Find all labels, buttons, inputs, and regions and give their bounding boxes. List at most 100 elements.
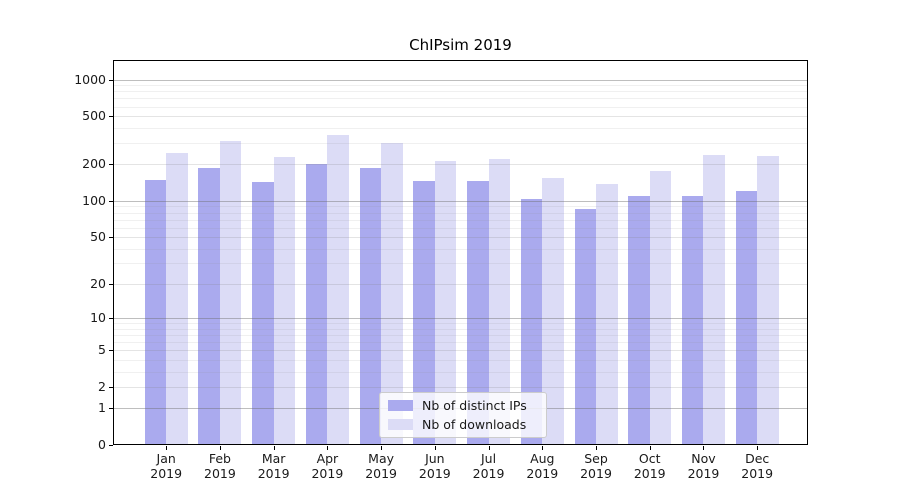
x-tick-label: Dec 2019 [741, 451, 774, 481]
bar-distinct-ips [413, 181, 435, 445]
y-tick-mark [109, 79, 113, 81]
x-tick-mark [542, 446, 544, 450]
y-tick-label: 200 [82, 156, 106, 172]
y-tick-mark [109, 237, 113, 239]
bar-downloads [542, 177, 564, 445]
minor-gridline [113, 143, 808, 145]
x-tick-mark [327, 446, 329, 450]
x-tick-label: Nov 2019 [687, 451, 720, 481]
x-tick-mark [434, 446, 436, 450]
minor-gridline [113, 342, 808, 344]
legend-swatch-downloads [388, 419, 413, 430]
y-tick-label: 20 [90, 275, 106, 291]
legend-item-downloads: Nb of downloads [380, 417, 546, 432]
bar-distinct-ips [681, 195, 704, 445]
x-tick-mark [381, 446, 383, 450]
minor-gridline [113, 248, 808, 250]
gridline-200 [113, 164, 808, 166]
legend-swatch-distinct-ips [388, 400, 413, 411]
y-tick-mark [109, 318, 113, 320]
bar-downloads [381, 143, 403, 445]
y-tick-label: 2 [98, 378, 106, 394]
bar-distinct-ips [144, 179, 167, 445]
bar-distinct-ips [198, 167, 220, 445]
x-tick-mark [649, 446, 651, 450]
minor-gridline [113, 328, 808, 330]
x-tick-mark [219, 446, 221, 450]
y-tick-label: 1000 [74, 71, 106, 87]
x-tick-label: May 2019 [365, 451, 397, 481]
minor-gridline [113, 227, 808, 229]
y-tick-label: 500 [82, 108, 106, 124]
x-tick-mark [273, 446, 275, 450]
minor-gridline [113, 206, 808, 208]
y-tick-mark [109, 445, 113, 446]
x-tick-mark [596, 446, 598, 450]
y-tick-mark [109, 350, 113, 352]
minor-gridline [113, 359, 808, 361]
minor-gridline [113, 371, 808, 373]
legend-label-downloads: Nb of downloads [422, 417, 527, 432]
minor-gridline [113, 335, 808, 336]
x-tick-label: Feb 2019 [204, 451, 236, 481]
bar-downloads [273, 157, 296, 445]
x-tick-label: Jun 2019 [418, 451, 451, 481]
legend-item-distinct-ips: Nb of distinct IPs [380, 398, 546, 413]
minor-gridline [113, 127, 808, 129]
legend-label-distinct-ips: Nb of distinct IPs [422, 398, 527, 413]
bar-downloads [219, 141, 242, 445]
minor-gridline [113, 212, 808, 214]
bar-downloads [166, 152, 188, 445]
minor-gridline [113, 85, 808, 87]
y-tick-mark [109, 386, 113, 388]
y-tick-mark [109, 200, 113, 202]
y-tick-label: 100 [82, 192, 106, 208]
minor-gridline [113, 263, 808, 265]
plot-area [113, 60, 808, 445]
y-tick-label: 50 [90, 229, 106, 245]
y-tick-mark [109, 164, 113, 166]
bar-downloads [703, 154, 725, 445]
x-tick-mark [703, 446, 705, 450]
bar-distinct-ips [628, 195, 650, 445]
x-tick-label: Jul 2019 [472, 451, 505, 481]
x-tick-mark [166, 446, 168, 450]
x-tick-label: Mar 2019 [257, 451, 290, 481]
y-tick-label: 10 [90, 310, 106, 326]
bar-distinct-ips [467, 181, 489, 445]
y-tick-label: 0 [98, 437, 106, 452]
x-tick-label: Jan 2019 [150, 451, 183, 481]
bar-distinct-ips [359, 167, 382, 445]
bar-downloads [434, 160, 457, 445]
x-tick-label: Aug 2019 [526, 451, 559, 481]
gridline-1000 [113, 79, 808, 81]
bar-downloads [649, 171, 672, 445]
minor-gridline [113, 91, 808, 93]
x-tick-label: Oct 2019 [633, 451, 666, 481]
y-tick-label: 1 [98, 400, 106, 416]
gridline-2 [113, 386, 808, 388]
gridline-50 [113, 237, 808, 239]
minor-gridline [113, 98, 808, 100]
bar-downloads [327, 134, 349, 445]
gridline-10 [113, 318, 808, 320]
minor-gridline [113, 323, 808, 325]
gridline-5 [113, 350, 808, 352]
bar-distinct-ips [520, 199, 543, 445]
y-tick-mark [109, 283, 113, 285]
y-tick-mark [109, 408, 113, 410]
bar-downloads [596, 183, 618, 445]
bar-distinct-ips [574, 209, 597, 445]
bar-downloads [488, 159, 511, 445]
y-tick-mark [109, 116, 113, 118]
bar-distinct-ips [305, 164, 328, 445]
minor-gridline [113, 106, 808, 108]
bar-distinct-ips [735, 191, 758, 445]
x-tick-mark [757, 446, 759, 450]
gridline-100 [113, 200, 808, 202]
y-tick-label: 5 [98, 342, 106, 358]
x-tick-label: Sep 2019 [580, 451, 612, 481]
chart-title: ChIPsim 2019 [409, 36, 512, 54]
x-tick-mark [488, 446, 490, 450]
